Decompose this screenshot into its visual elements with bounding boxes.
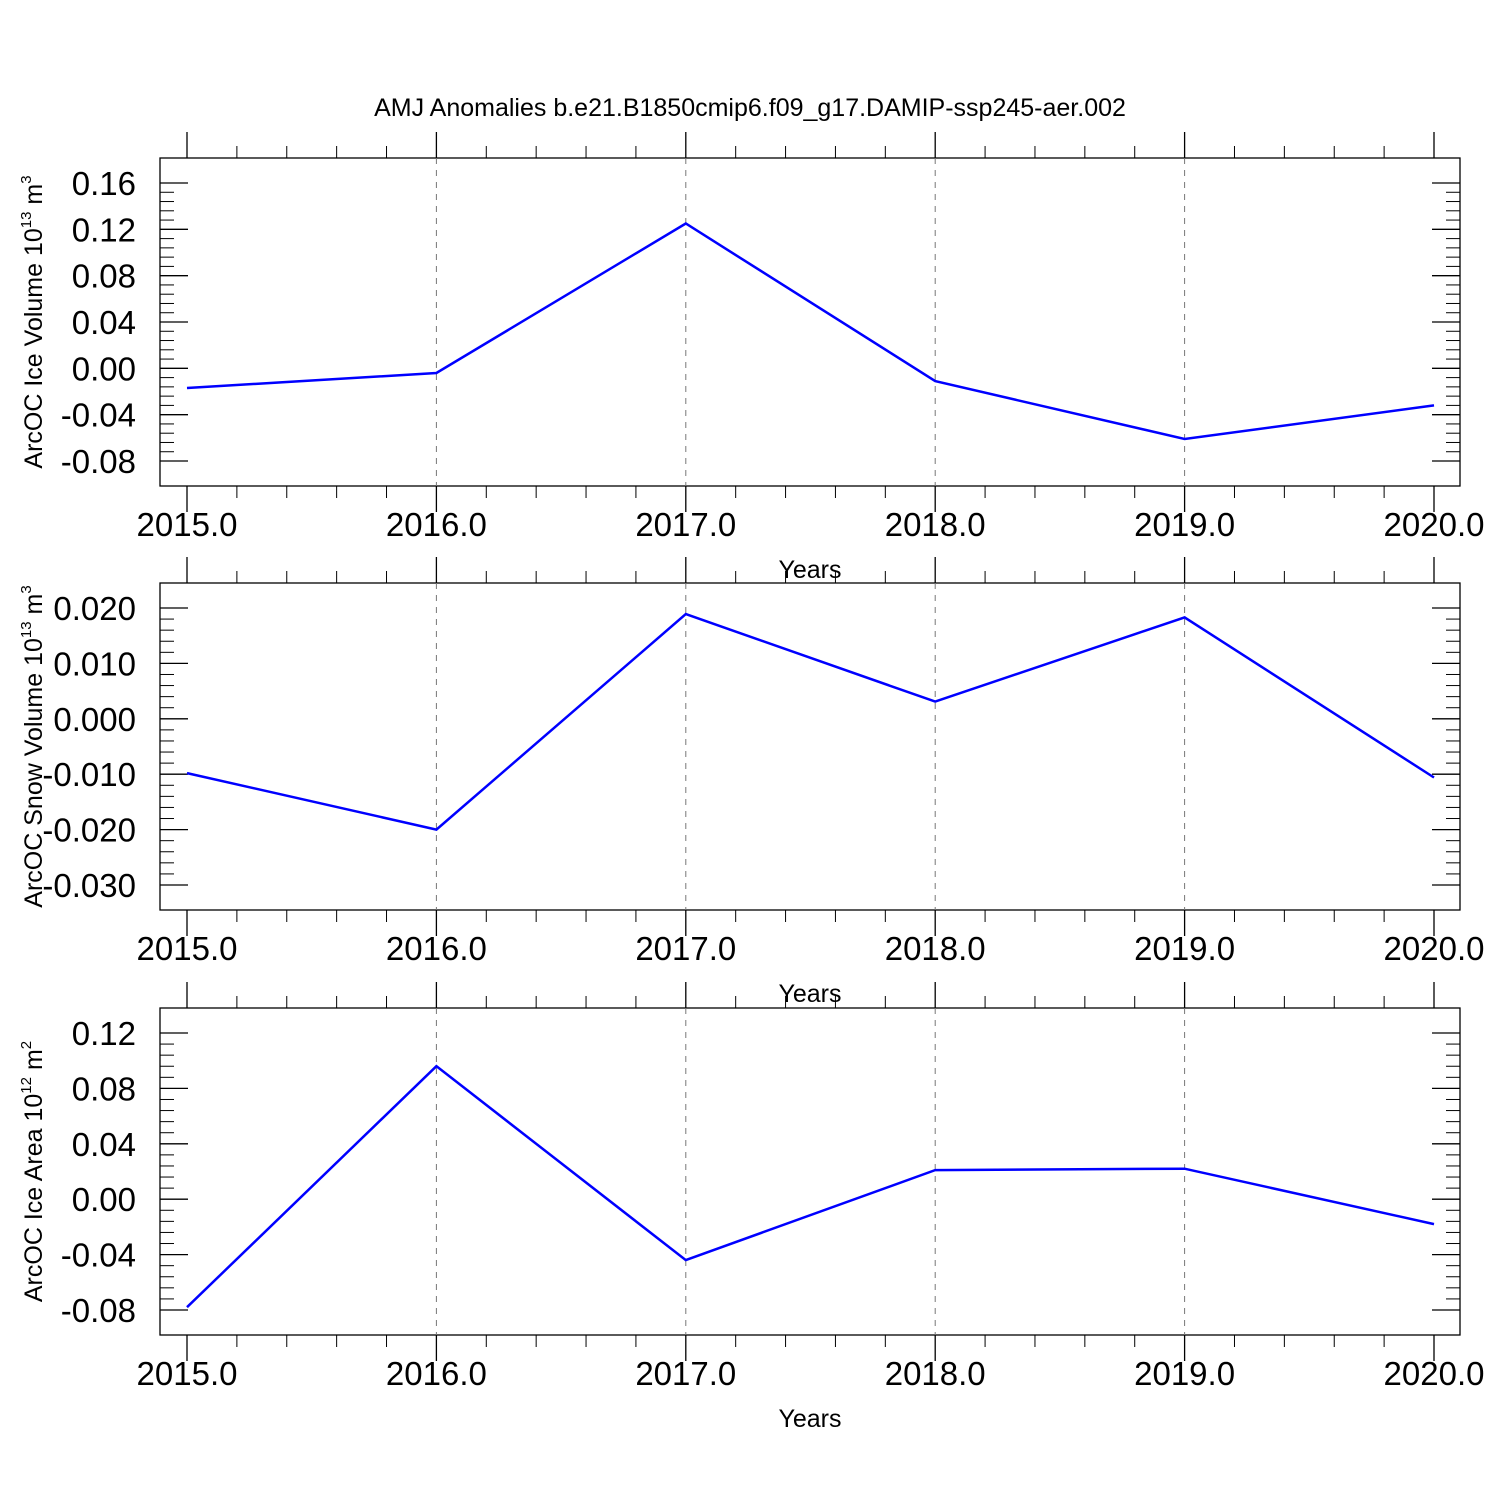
x-tick-label: 2017.0	[635, 506, 736, 543]
x-tick-label: 2020.0	[1384, 930, 1485, 967]
y-tick-label: 0.04	[72, 304, 136, 341]
series-line	[186, 1064, 1435, 1309]
chart-panel-2: 2015.0 2016.0 2017.0 2018.0 2019.0 2020.0 0.02…	[18, 557, 1484, 1008]
y-tick-label: 0.16	[72, 165, 136, 202]
y-tick-label: 0.12	[72, 1015, 136, 1052]
x-tick-label: 2020.0	[1384, 506, 1485, 543]
x-tick-label: 2015.0	[137, 930, 238, 967]
x-tick-label: 2018.0	[885, 506, 986, 543]
panels: 2015.0 2016.0 2017.0 2018.0 2019.0 2020.0 0.16…	[18, 132, 1484, 1433]
y-tick-label: 0.12	[72, 211, 136, 248]
chart-panel-3: 2015.0 2016.0 2017.0 2018.0 2019.0 2020.0 0.12…	[18, 982, 1484, 1433]
x-tick-label: 2019.0	[1134, 930, 1235, 967]
y-tick-label: 0.04	[72, 1126, 136, 1163]
x-tick-label: 2016.0	[386, 1355, 487, 1392]
x-tick-label: 2019.0	[1134, 506, 1235, 543]
x-axis-label: Years	[778, 980, 841, 1008]
y-tick-label: -0.020	[42, 812, 136, 849]
y-tick-label: 0.00	[72, 350, 136, 387]
x-tick-label: 2015.0	[137, 1355, 238, 1392]
x-axis-label: Years	[778, 1405, 841, 1433]
chart-panel-1: 2015.0 2016.0 2017.0 2018.0 2019.0 2020.0 0.16…	[18, 132, 1484, 584]
y-tick-label: -0.04	[61, 397, 136, 434]
y-tick-label: -0.030	[42, 867, 136, 904]
y-tick-label: 0.00	[72, 1181, 136, 1218]
y-tick-label: 0.010	[53, 645, 136, 682]
x-tick-label: 2020.0	[1384, 1355, 1485, 1392]
plot-frame	[159, 1007, 1461, 1336]
y-tick-label: 0.020	[53, 590, 136, 627]
y-tick-label: 0.08	[72, 1070, 136, 1107]
y-tick-label: -0.08	[61, 443, 136, 480]
y-tick-label: 0.08	[72, 258, 136, 295]
series-line	[186, 612, 1435, 831]
x-tick-label: 2015.0	[137, 506, 238, 543]
x-tick-label: 2018.0	[885, 930, 986, 967]
y-axis-label: ArcOC Ice Area 1012 m2	[18, 1041, 48, 1302]
plot-frame	[159, 157, 1461, 487]
y-axis-label: ArcOC Ice Volume 1013 m3	[18, 175, 48, 468]
x-tick-label: 2017.0	[635, 1355, 736, 1392]
y-tick-label: -0.010	[42, 756, 136, 793]
x-tick-label: 2016.0	[386, 930, 487, 967]
x-tick-label: 2018.0	[885, 1355, 986, 1392]
y-axis-label: ArcOC Snow Volume 1013 m3	[18, 585, 48, 907]
y-tick-label: 0.000	[53, 701, 136, 738]
x-axis-label: Years	[778, 556, 841, 584]
series-line	[186, 222, 1435, 441]
x-tick-label: 2017.0	[635, 930, 736, 967]
plot-frame	[159, 582, 1461, 911]
y-tick-label: -0.04	[61, 1237, 136, 1274]
x-tick-label: 2016.0	[386, 506, 487, 543]
figure-title: AMJ Anomalies b.e21.B1850cmip6.f09_g17.D…	[374, 94, 1126, 122]
y-tick-label: -0.08	[61, 1292, 136, 1329]
x-tick-label: 2019.0	[1134, 1355, 1235, 1392]
